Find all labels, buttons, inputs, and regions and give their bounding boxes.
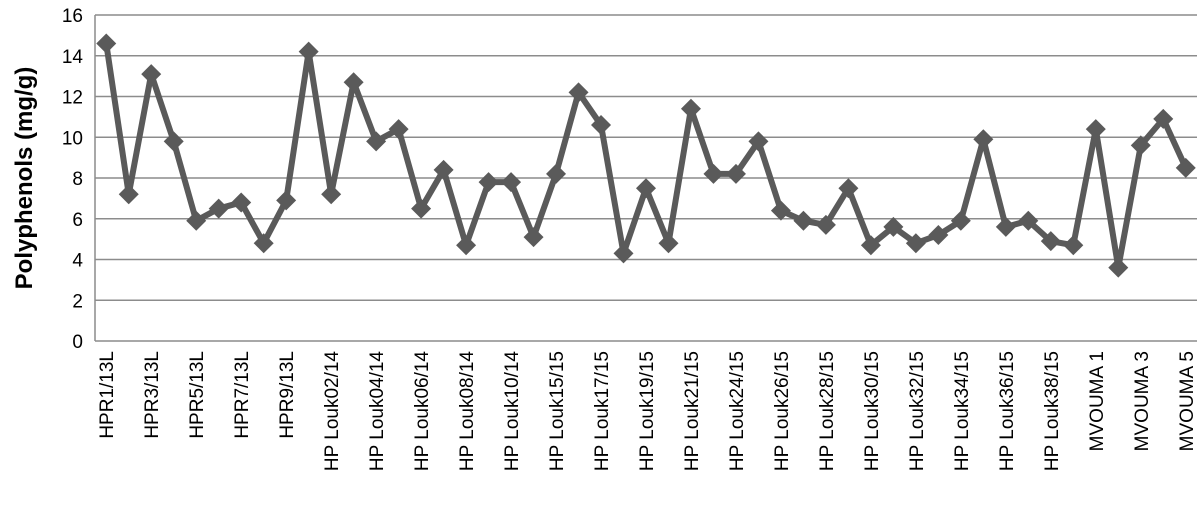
data-point: [231, 192, 252, 213]
x-tick-label: HP Louk06/14: [412, 351, 433, 472]
data-point: [343, 72, 364, 93]
data-point: [546, 163, 567, 184]
data-point: [1018, 210, 1039, 231]
x-tick-label: MVOUMA 1: [1087, 351, 1108, 451]
data-point: [141, 64, 162, 85]
data-point: [950, 210, 971, 231]
x-tick-label: HP Louk36/15: [997, 351, 1018, 471]
data-point: [118, 184, 139, 205]
data-point: [860, 235, 881, 256]
data-point: [928, 225, 949, 246]
data-point: [1085, 119, 1106, 140]
data-point: [591, 115, 612, 136]
x-tick-label: HP Louk34/15: [952, 351, 973, 471]
data-point: [636, 178, 656, 199]
data-point: [1063, 235, 1084, 256]
x-tick-label: HPR3/13L: [142, 351, 163, 439]
x-tick-label: HP Louk26/15: [772, 351, 793, 471]
data-point: [1153, 108, 1174, 129]
data-point: [388, 119, 409, 140]
data-point: [523, 227, 544, 248]
data-point: [680, 98, 701, 119]
data-point: [905, 233, 926, 254]
x-tick-label: HPR5/13L: [187, 351, 208, 439]
data-point: [883, 216, 904, 237]
data-point: [748, 131, 769, 152]
x-tick-label: HP Louk30/15: [862, 351, 883, 471]
data-point: [838, 178, 859, 199]
x-tick-label: HP Louk04/14: [367, 351, 388, 472]
data-point: [1130, 135, 1151, 156]
data-point: [1108, 257, 1129, 278]
data-point: [186, 210, 207, 231]
x-tick-label: MVOUMA 3: [1132, 351, 1153, 451]
y-tick-label: 4: [72, 251, 83, 272]
x-tick-label: HPR7/13L: [232, 351, 253, 439]
data-point: [96, 33, 117, 54]
x-tick-label: HP Louk15/15: [547, 351, 568, 471]
data-point: [253, 233, 274, 254]
data-point: [725, 163, 746, 184]
x-tick-label: HP Louk02/14: [322, 351, 343, 472]
y-tick-label: 12: [62, 88, 83, 109]
data-point: [568, 82, 589, 103]
data-line: [103, 43, 1189, 271]
data-point: [793, 210, 814, 231]
data-point: [995, 216, 1016, 237]
data-point: [770, 200, 791, 221]
x-tick-label: MVOUMA 5: [1177, 351, 1198, 451]
x-tick-label: HP Louk19/15: [637, 351, 658, 471]
data-point: [1040, 231, 1061, 252]
x-tick-label: HP Louk17/15: [592, 351, 613, 471]
data-point: [321, 184, 342, 205]
x-tick-label: HPR9/13L: [277, 351, 298, 439]
y-tick-label: 14: [62, 47, 84, 68]
data-point: [208, 198, 229, 219]
data-point: [815, 214, 836, 235]
data-point: [658, 233, 679, 254]
x-tick-label: HP Louk10/14: [502, 351, 523, 472]
x-tick-label: HPR1/13L: [97, 351, 118, 439]
x-tick-label: HP Louk38/15: [1042, 351, 1063, 471]
data-point: [163, 131, 184, 152]
data-point: [703, 163, 724, 184]
x-tick-label: HP Louk08/14: [457, 351, 478, 472]
data-point: [1175, 157, 1196, 178]
data-point: [276, 190, 297, 211]
y-tick-label: 8: [72, 169, 83, 190]
x-tick-label: HP Louk24/15: [727, 351, 748, 471]
data-point: [411, 198, 432, 219]
y-tick-label: 0: [72, 332, 83, 353]
data-point: [501, 172, 522, 193]
y-tick-label: 2: [72, 291, 83, 312]
data-point: [366, 131, 387, 152]
y-tick-label: 10: [62, 128, 83, 149]
x-tick-label: HP Louk28/15: [817, 351, 838, 471]
data-point: [433, 159, 454, 180]
x-tick-label: HP Louk21/15: [682, 351, 703, 471]
y-tick-label: 6: [72, 210, 83, 231]
data-point: [973, 129, 994, 150]
data-point: [456, 235, 477, 256]
data-point: [298, 41, 319, 62]
x-tick-label: HP Louk32/15: [907, 351, 928, 471]
data-point: [613, 243, 634, 264]
y-tick-label: 16: [62, 6, 83, 27]
data-point: [478, 172, 499, 193]
y-axis-title: Polyphenols (mg/g): [11, 67, 38, 290]
